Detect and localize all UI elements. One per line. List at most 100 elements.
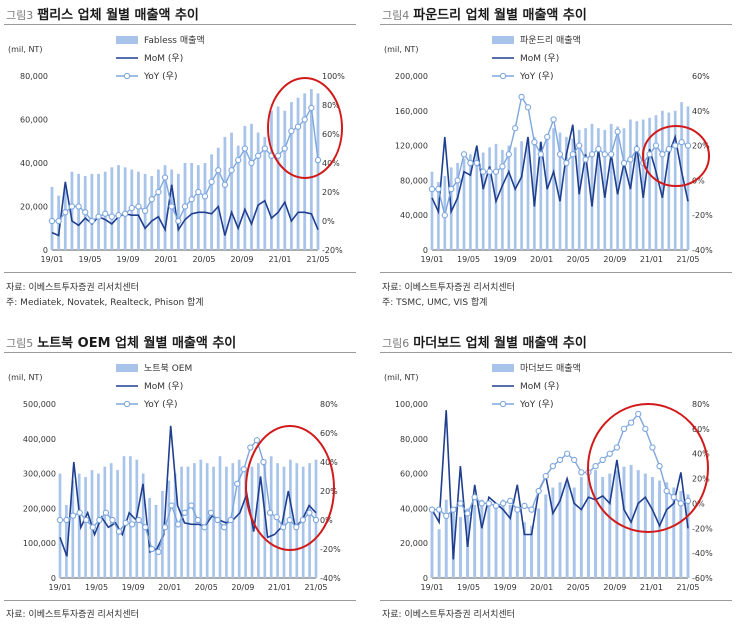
yoy-marker <box>563 450 571 457</box>
yoy-marker <box>656 462 663 470</box>
revenue-bar <box>230 132 233 250</box>
yoy-marker <box>492 168 500 175</box>
highlight-ellipse <box>245 425 335 551</box>
y-tick-label: 100,000 <box>395 400 428 409</box>
revenue-bar <box>558 482 562 578</box>
revenue-bar <box>210 154 213 250</box>
y-axis-unit: (mil, NT) <box>8 373 42 382</box>
revenue-bar <box>488 147 491 250</box>
yoy-marker <box>457 500 464 507</box>
revenue-bar <box>176 173 180 250</box>
yoy-marker <box>181 203 189 210</box>
yoy-marker <box>69 512 77 519</box>
yoy-marker <box>299 516 307 524</box>
revenue-bar <box>309 89 313 250</box>
y2-tick-label: 60% <box>322 130 340 139</box>
y-tick-label: 100,000 <box>23 539 56 548</box>
yoy-marker <box>684 142 692 149</box>
yoy-marker <box>221 181 229 188</box>
yoy-marker <box>448 185 455 193</box>
x-tick-label: 21/05 <box>306 255 329 264</box>
revenue-bar <box>308 463 311 578</box>
y2-tick-label: -20% <box>692 524 713 533</box>
revenue-bar <box>522 522 526 578</box>
revenue-bar <box>539 141 543 250</box>
y-tick-label: 500,000 <box>23 400 56 409</box>
y2-tick-label: 80% <box>322 101 340 110</box>
legend-bar-swatch <box>492 364 514 372</box>
revenue-bar <box>558 132 562 250</box>
x-tick-label: 21/01 <box>268 255 291 264</box>
x-tick-label: 19/01 <box>48 583 71 592</box>
yoy-marker <box>274 152 282 159</box>
y-axis-unit: (mil, NT) <box>384 45 418 54</box>
yoy-marker <box>588 151 596 158</box>
mom-line <box>51 181 319 237</box>
yoy-marker <box>240 466 247 473</box>
revenue-bar <box>584 128 587 250</box>
yoy-marker <box>115 528 123 535</box>
x-tick-label: 20/01 <box>530 583 553 592</box>
legend-mom-label: MoM (우) <box>520 53 559 64</box>
y-axis-unit: (mil, NT) <box>8 45 42 54</box>
yoy-marker <box>175 521 182 528</box>
y-tick-label: 60,000 <box>20 116 48 125</box>
yoy-marker <box>467 159 474 167</box>
y-axis-unit: (mil, NT) <box>384 373 418 382</box>
figure-number: 그림5 <box>6 337 34 350</box>
revenue-bar <box>65 504 68 578</box>
revenue-bar <box>545 138 549 250</box>
x-tick-label: 21/01 <box>640 255 663 264</box>
y2-tick-label: 20% <box>692 142 710 151</box>
revenue-bar <box>551 487 555 578</box>
yoy-marker <box>89 524 96 531</box>
yoy-marker <box>266 509 274 516</box>
legend-bar-swatch <box>492 36 514 44</box>
revenue-bar <box>218 456 222 578</box>
yoy-marker <box>665 145 672 153</box>
y-tick-label: 40,000 <box>400 504 428 513</box>
yoy-marker <box>499 500 507 507</box>
yoy-marker <box>248 159 255 167</box>
yoy-marker <box>633 145 640 153</box>
revenue-bar <box>282 466 286 578</box>
revenue-bar <box>243 126 247 250</box>
yoy-marker <box>188 196 195 203</box>
yoy-marker <box>428 185 436 193</box>
y2-tick-label: 20% <box>320 487 338 496</box>
yoy-marker <box>208 178 215 185</box>
yoy-marker <box>556 456 564 464</box>
legend-yoy-label: YoY (우) <box>519 399 553 410</box>
yoy-marker <box>155 188 162 196</box>
yoy-marker <box>576 142 583 149</box>
yoy-marker <box>161 524 169 531</box>
yoy-marker <box>281 145 288 152</box>
legend-bar-label: 파운드리 매출액 <box>520 34 581 46</box>
x-tick-label: 19/09 <box>116 255 139 264</box>
yoy-marker <box>280 524 287 531</box>
revenue-bar <box>58 473 62 578</box>
chart-panel-foundry: 그림4 파운드리 업체 월별 매출액 추이 (mil, NT) 200,000 160… <box>376 0 736 312</box>
yoy-marker <box>627 156 634 163</box>
yoy-marker <box>521 502 528 510</box>
yoy-marker <box>148 545 156 553</box>
footer-rule <box>4 272 356 273</box>
yoy-marker <box>614 128 621 135</box>
yoy-marker <box>544 133 551 141</box>
chart-panel-fabless: 그림3 팹리스 업체 월별 매출액 추이 (mil, NT) 80,000 60,00… <box>0 0 360 312</box>
legend-bar-swatch <box>116 36 138 44</box>
highlight-ellipse <box>587 403 709 533</box>
y2-tick-label: 80% <box>320 400 338 409</box>
revenue-bar <box>650 477 654 578</box>
revenue-bar <box>157 169 160 250</box>
yoy-marker <box>435 506 443 513</box>
revenue-bar <box>565 136 568 250</box>
x-tick-label: 19/05 <box>457 583 480 592</box>
yoy-marker <box>672 142 679 149</box>
yoy-marker <box>56 516 64 524</box>
revenue-bar <box>679 491 683 578</box>
y2-tick-label: 0% <box>692 176 705 185</box>
yoy-marker <box>102 210 109 217</box>
x-tick-label: 19/05 <box>85 583 108 592</box>
yoy-marker <box>194 516 201 524</box>
